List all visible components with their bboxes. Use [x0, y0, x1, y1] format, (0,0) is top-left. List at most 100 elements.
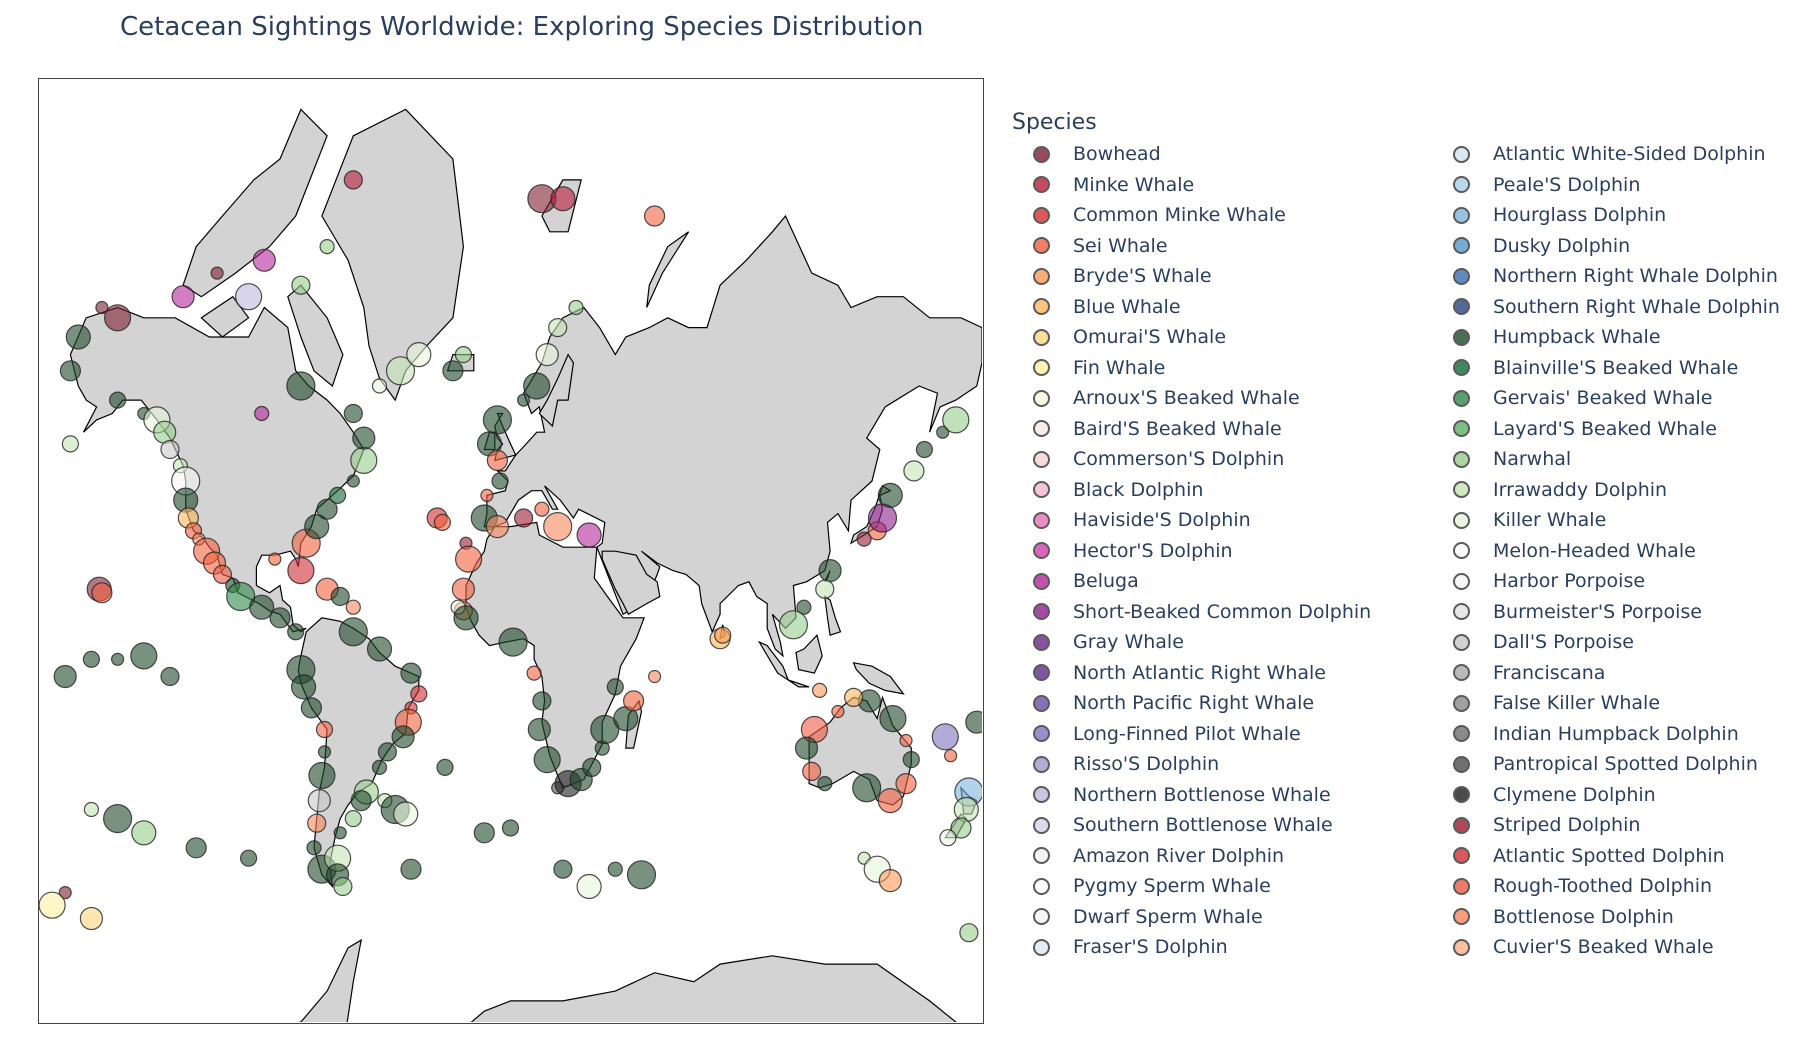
legend-item[interactable]: Franciscana: [1432, 658, 1793, 689]
sighting-marker[interactable]: [343, 170, 363, 190]
legend-item[interactable]: Long-Finned Pilot Whale: [1012, 719, 1432, 750]
sighting-marker[interactable]: [526, 665, 542, 681]
sighting-marker[interactable]: [485, 515, 509, 539]
sighting-marker[interactable]: [346, 474, 360, 488]
sighting-marker[interactable]: [532, 691, 552, 711]
sighting-marker[interactable]: [877, 482, 903, 508]
sighting-marker[interactable]: [852, 773, 882, 803]
sighting-marker[interactable]: [794, 736, 819, 760]
legend-item[interactable]: Southern Bottlenose Whale: [1012, 810, 1432, 841]
legend-item[interactable]: Gray Whale: [1012, 627, 1432, 658]
sighting-marker[interactable]: [286, 371, 316, 401]
sighting-marker[interactable]: [410, 685, 428, 703]
legend-item[interactable]: Clymene Dolphin: [1432, 780, 1793, 811]
legend-item[interactable]: Arnoux'S Beaked Whale: [1012, 383, 1432, 414]
sighting-marker[interactable]: [269, 607, 291, 629]
sighting-marker[interactable]: [548, 318, 568, 338]
legend-item[interactable]: Striped Dolphin: [1432, 810, 1793, 841]
legend-item[interactable]: Northern Right Whale Dolphin: [1432, 261, 1793, 292]
sighting-marker[interactable]: [534, 501, 550, 517]
sighting-marker[interactable]: [406, 342, 432, 368]
sighting-marker[interactable]: [517, 393, 531, 407]
sighting-marker[interactable]: [210, 266, 224, 280]
sighting-marker[interactable]: [39, 891, 66, 919]
sighting-marker[interactable]: [385, 356, 416, 386]
sighting-marker[interactable]: [856, 531, 872, 547]
sighting-marker[interactable]: [714, 626, 732, 644]
world-map[interactable]: [38, 78, 984, 1024]
sighting-marker[interactable]: [400, 662, 422, 684]
sighting-marker[interactable]: [185, 837, 207, 859]
legend-item[interactable]: Amazon River Dolphin: [1012, 841, 1432, 872]
sighting-marker[interactable]: [91, 582, 113, 604]
sighting-marker[interactable]: [53, 664, 77, 689]
sighting-marker[interactable]: [454, 346, 472, 364]
sighting-marker[interactable]: [817, 775, 833, 792]
sighting-marker[interactable]: [455, 545, 483, 573]
sighting-marker[interactable]: [879, 704, 907, 733]
sighting-marker[interactable]: [796, 599, 812, 615]
sighting-marker[interactable]: [160, 666, 180, 687]
legend-item[interactable]: False Killer Whale: [1432, 688, 1793, 719]
sighting-marker[interactable]: [315, 720, 334, 739]
legend-item[interactable]: Atlantic White-Sided Dolphin: [1432, 139, 1793, 170]
sighting-marker[interactable]: [802, 761, 822, 782]
sighting-marker[interactable]: [959, 923, 979, 943]
sighting-marker[interactable]: [568, 299, 584, 316]
legend-item[interactable]: Dusky Dolphin: [1432, 231, 1793, 262]
sighting-marker[interactable]: [108, 391, 127, 409]
sighting-marker[interactable]: [350, 446, 378, 474]
sighting-marker[interactable]: [498, 627, 528, 657]
sighting-marker[interactable]: [95, 300, 109, 315]
legend-item[interactable]: Cuvier'S Beaked Whale: [1432, 932, 1793, 963]
sighting-marker[interactable]: [514, 508, 534, 528]
sighting-marker[interactable]: [936, 425, 950, 439]
sighting-marker[interactable]: [480, 488, 494, 502]
sighting-marker[interactable]: [130, 642, 158, 670]
legend-item[interactable]: Peale'S Dolphin: [1432, 170, 1793, 201]
sighting-marker[interactable]: [160, 439, 180, 460]
legend-item[interactable]: Rough-Toothed Dolphin: [1432, 871, 1793, 902]
sighting-marker[interactable]: [308, 761, 336, 790]
sighting-marker[interactable]: [527, 717, 551, 742]
legend-item[interactable]: Short-Beaked Common Dolphin: [1012, 597, 1432, 628]
legend-item[interactable]: Omurai'S Whale: [1012, 322, 1432, 353]
legend-item[interactable]: Indian Humpback Dolphin: [1432, 719, 1793, 750]
sighting-marker[interactable]: [83, 801, 100, 818]
sighting-marker[interactable]: [535, 343, 559, 367]
sighting-marker[interactable]: [501, 819, 520, 837]
sighting-marker[interactable]: [831, 704, 845, 719]
sighting-marker[interactable]: [319, 239, 335, 255]
sighting-marker[interactable]: [533, 745, 561, 774]
sighting-marker[interactable]: [393, 801, 419, 827]
sighting-marker[interactable]: [330, 586, 350, 607]
sighting-marker[interactable]: [249, 594, 275, 620]
sighting-marker[interactable]: [366, 636, 393, 662]
sighting-marker[interactable]: [582, 757, 602, 778]
sighting-marker[interactable]: [867, 503, 898, 533]
sighting-marker[interactable]: [103, 304, 132, 332]
sighting-marker[interactable]: [377, 742, 397, 762]
sighting-marker[interactable]: [878, 868, 902, 893]
sighting-marker[interactable]: [647, 669, 662, 684]
legend-item[interactable]: Fin Whale: [1012, 353, 1432, 384]
sighting-marker[interactable]: [61, 435, 79, 453]
legend-item[interactable]: Blainville'S Beaked Whale: [1432, 353, 1793, 384]
sighting-marker[interactable]: [212, 564, 232, 584]
sighting-marker[interactable]: [317, 745, 332, 759]
sighting-marker[interactable]: [59, 360, 81, 382]
sighting-marker[interactable]: [291, 275, 311, 295]
sighting-marker[interactable]: [171, 285, 195, 309]
sighting-marker[interactable]: [950, 817, 972, 839]
sighting-marker[interactable]: [226, 581, 256, 612]
sighting-marker[interactable]: [102, 803, 133, 834]
sighting-marker[interactable]: [82, 650, 101, 668]
legend-item[interactable]: Southern Right Whale Dolphin: [1432, 292, 1793, 323]
sighting-marker[interactable]: [943, 749, 958, 763]
sighting-marker[interactable]: [65, 324, 91, 350]
legend-item[interactable]: Burmeister'S Porpoise: [1432, 597, 1793, 628]
legend-item[interactable]: Common Minke Whale: [1012, 200, 1432, 231]
sighting-marker[interactable]: [482, 405, 512, 435]
sighting-marker[interactable]: [344, 809, 362, 828]
sighting-marker[interactable]: [778, 610, 809, 640]
